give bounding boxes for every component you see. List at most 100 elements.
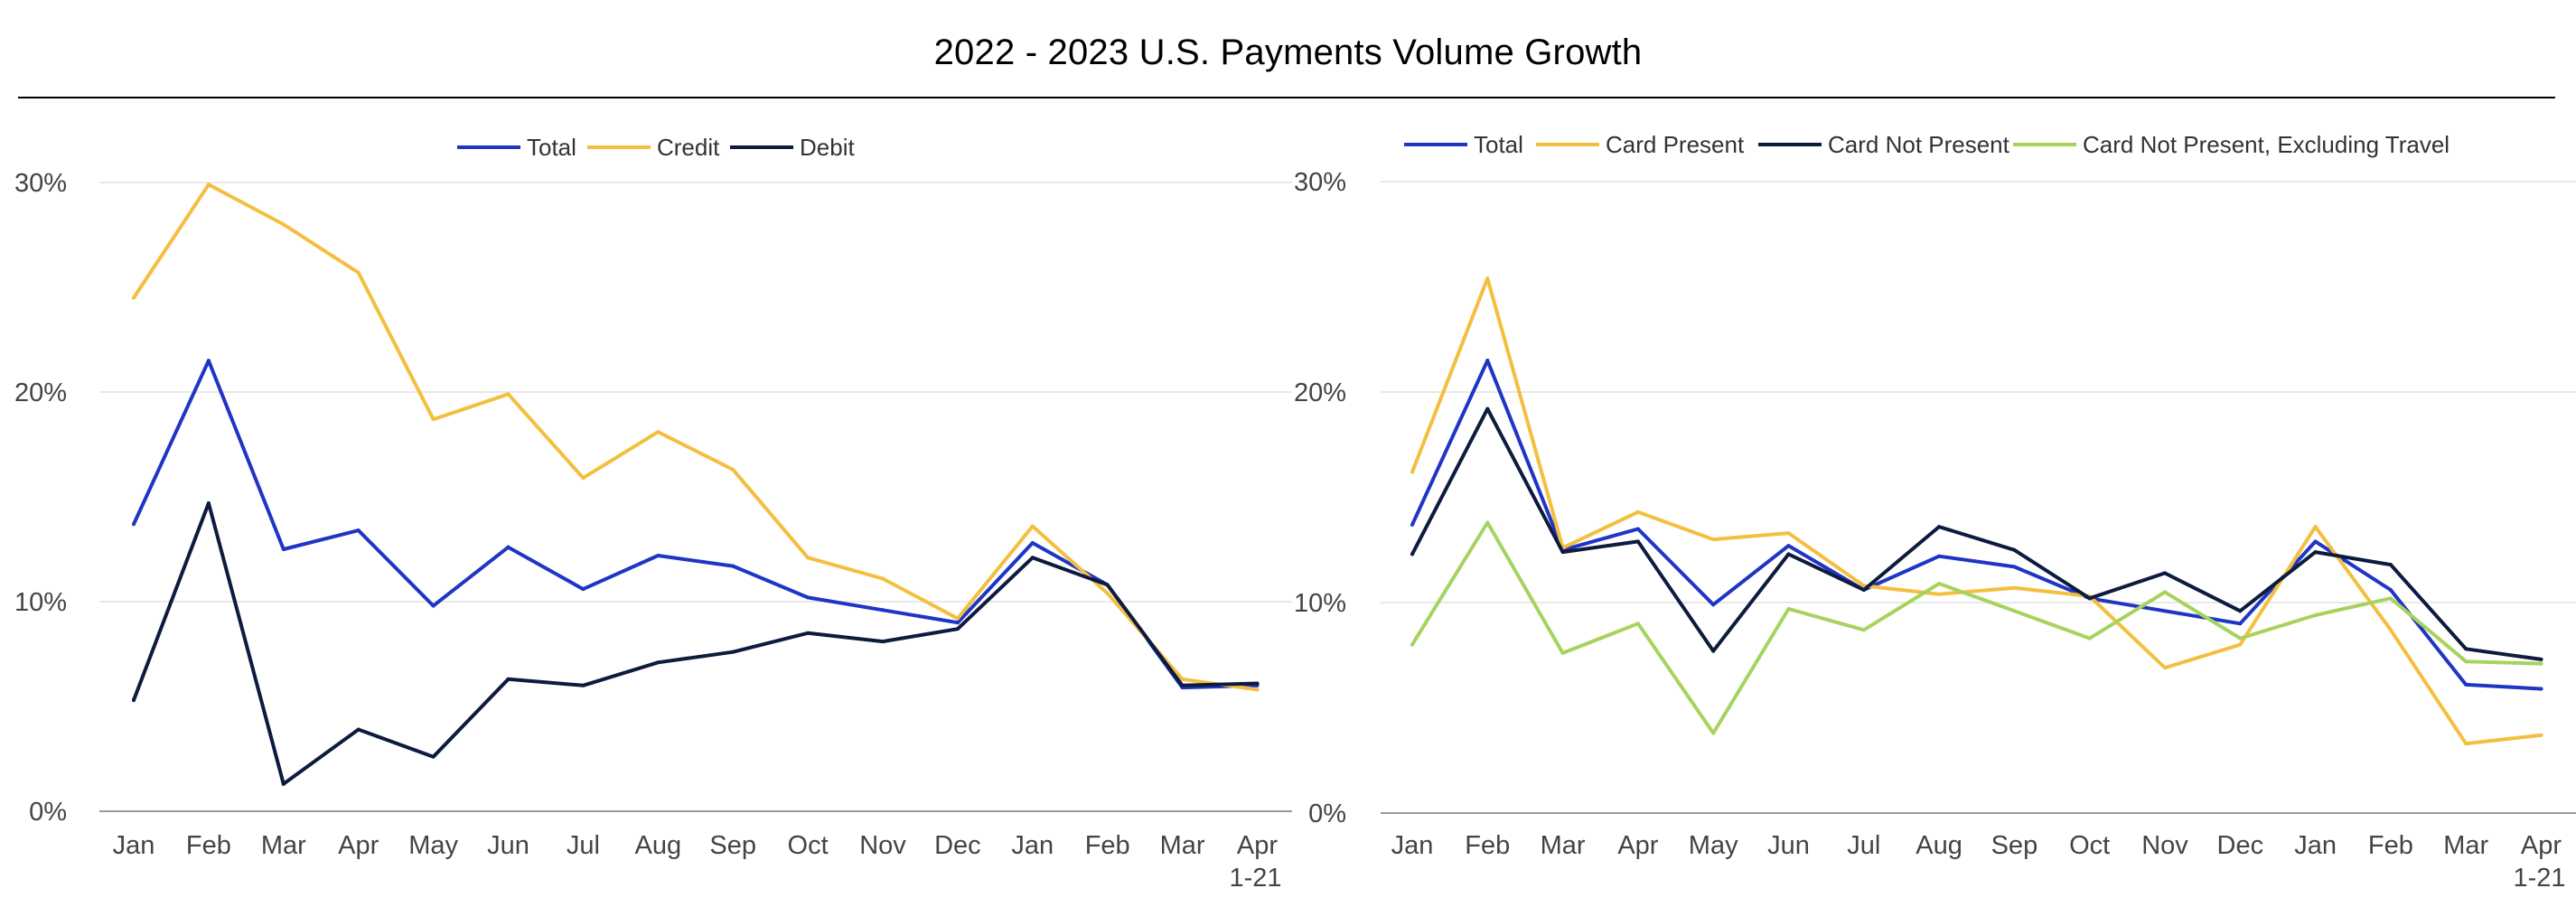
chart0-debit-point (881, 640, 885, 644)
chart0-credit-point (881, 576, 885, 581)
chart1-card-not-present-excluding-travel-point (1410, 642, 1414, 647)
chart1-card-not-present-excluding-travel-point (1635, 622, 1640, 626)
chart1-series-card-not-present-excluding-travel-line (1410, 520, 2543, 735)
chart1-card-not-present-point (1635, 539, 1640, 544)
chart1-card-not-present-excluding-travel-point (1711, 731, 1716, 735)
chart0-x-tick-label: Jan (113, 831, 155, 860)
chart1-card-not-present-excluding-travel-point (2087, 636, 2092, 641)
chart1-card-not-present-point (2238, 609, 2243, 613)
chart1-total-point (2464, 682, 2468, 687)
chart1-x-tick-label: Apr (1617, 831, 1658, 860)
chart1-total-point (2238, 622, 2243, 626)
chart1-total-point (2163, 609, 2167, 613)
chart0-y-tick-label: 0% (29, 798, 67, 827)
chart1-card-not-present-excluding-travel-point (1786, 606, 1791, 611)
chart1-series-card-present-line (1410, 276, 2543, 746)
chart0-credit-point (656, 430, 660, 435)
chart-card-volume-by-channel: 0% 10% 20% 30% Jan Feb Mar Apr May Jun Jul Aug Sep Oc… (1294, 131, 2576, 893)
chart1-y-tick-label: 30% (1294, 168, 1346, 197)
chart1-card-not-present-excluding-travel-point (2012, 609, 2017, 613)
chart1-x-tick-label: Oct (2069, 831, 2110, 860)
chart0-total-point (1030, 541, 1035, 546)
chart1-card-not-present-excluding-travel-point (1861, 628, 1866, 632)
chart0-series-credit-line (132, 182, 1260, 692)
chart0-credit-point (281, 222, 286, 227)
chart1-legend: Total Card Present Card Not Present Card No… (1404, 131, 2450, 158)
chart0-credit-point (132, 295, 136, 300)
chart1-x-tick-label: Feb (1465, 831, 1510, 860)
chart0-legend: Total Credit Debit (457, 134, 855, 161)
chart0-debit-point (506, 677, 511, 681)
chart1-series-card-not-present-line (1410, 407, 2543, 661)
chart1-card-present-point (2012, 585, 2017, 590)
chart0-x-tick-label: Oct (788, 831, 829, 860)
chart0-credit-point (431, 417, 436, 422)
chart0-total-point (955, 621, 960, 625)
chart-card-volume-by-type: 0% 10% 20% 30% Jan Feb Mar Apr May Jun Jul Aug Sep Oc… (14, 134, 1292, 893)
chart0-total-point (506, 545, 511, 549)
chart1-card-not-present-point (2539, 657, 2543, 661)
chart0-series-debit-line (132, 501, 1260, 786)
chart1-card-present-point (2388, 628, 2393, 632)
chart0-credit-point (506, 392, 511, 397)
chart0-x-tick-label: Mar (1160, 831, 1205, 860)
chart1-y-tick-label: 0% (1308, 799, 1346, 828)
chart0-debit-point (806, 631, 810, 635)
chart1-card-not-present-excluding-travel-point (1485, 520, 1490, 525)
chart1-card-present-point (1711, 538, 1716, 542)
chart1-card-not-present-point (1786, 552, 1791, 556)
chart1-x-tick-label: Feb (2368, 831, 2413, 860)
chart0-credit-point (1030, 524, 1035, 528)
chart0-credit-point (206, 182, 211, 187)
chart1-total-point (1711, 603, 1716, 607)
chart0-debit-point (1180, 683, 1185, 687)
chart0-series-total-line (132, 359, 1260, 690)
legend-label-card-present: Card Present (1606, 131, 1745, 158)
chart1-card-present-point (2313, 525, 2318, 529)
chart1-card-present-point (2163, 666, 2167, 670)
chart1-total-point (1485, 359, 1490, 363)
chart0-credit-point (1255, 687, 1260, 692)
chart0-debit-point (1105, 583, 1110, 587)
chart0-x-tick-label: Apr (338, 831, 379, 860)
chart0-x-tick-label: Feb (1085, 831, 1130, 860)
chart1-card-not-present-point (2012, 547, 2017, 552)
chart1-card-not-present-point (1485, 407, 1490, 411)
chart1-total-point (2012, 565, 2017, 569)
chart0-credit-point (581, 476, 585, 481)
chart1-card-present-point (2539, 733, 2543, 737)
chart1-card-not-present-point (1410, 552, 1414, 556)
title-divider (18, 97, 2555, 98)
chart0-debit-point (356, 727, 361, 732)
chart1-card-not-present-point (2388, 563, 2393, 567)
chart1-total-point (1937, 554, 1942, 558)
chart1-total-point (2539, 687, 2543, 691)
chart1-x-tick-label: Apr 1-21 (2513, 831, 2565, 893)
chart1-total-point (1410, 522, 1414, 527)
chart0-x-tick-label: Jan (1011, 831, 1054, 860)
chart1-total-point (2388, 588, 2393, 593)
chart1-card-present-point (1635, 510, 1640, 514)
chart1-card-not-present-point (1937, 525, 1942, 529)
chart1-card-present-point (1410, 470, 1414, 474)
chart1-series-total-line (1410, 359, 2543, 691)
chart0-x-tick-label: Feb (186, 831, 231, 860)
chart1-total-point (1635, 527, 1640, 531)
chart0-total-point (731, 564, 735, 568)
chart1-card-present-point (1861, 584, 1866, 588)
chart1-x-tick-label: Nov (2141, 831, 2188, 860)
legend-label-total: Total (527, 134, 576, 161)
chart0-total-point (806, 595, 810, 600)
chart1-y-tick-label: 10% (1294, 589, 1346, 618)
chart0-credit-point (1105, 591, 1110, 595)
legend-label-total: Total (1474, 131, 1523, 158)
chart0-x-tick-label: May (408, 831, 458, 860)
chart0-y-tick-label: 30% (14, 169, 67, 198)
chart1-card-not-present-excluding-travel-point (2388, 596, 2393, 601)
chart1-card-present-point (1937, 592, 1942, 596)
chart1-x-tick-label: Jun (1767, 831, 1810, 860)
page-title: 2022 - 2023 U.S. Payments Volume Growth (933, 33, 1643, 72)
chart1-card-not-present-point (2087, 596, 2092, 601)
chart1-card-not-present-excluding-travel-point (2163, 590, 2167, 594)
